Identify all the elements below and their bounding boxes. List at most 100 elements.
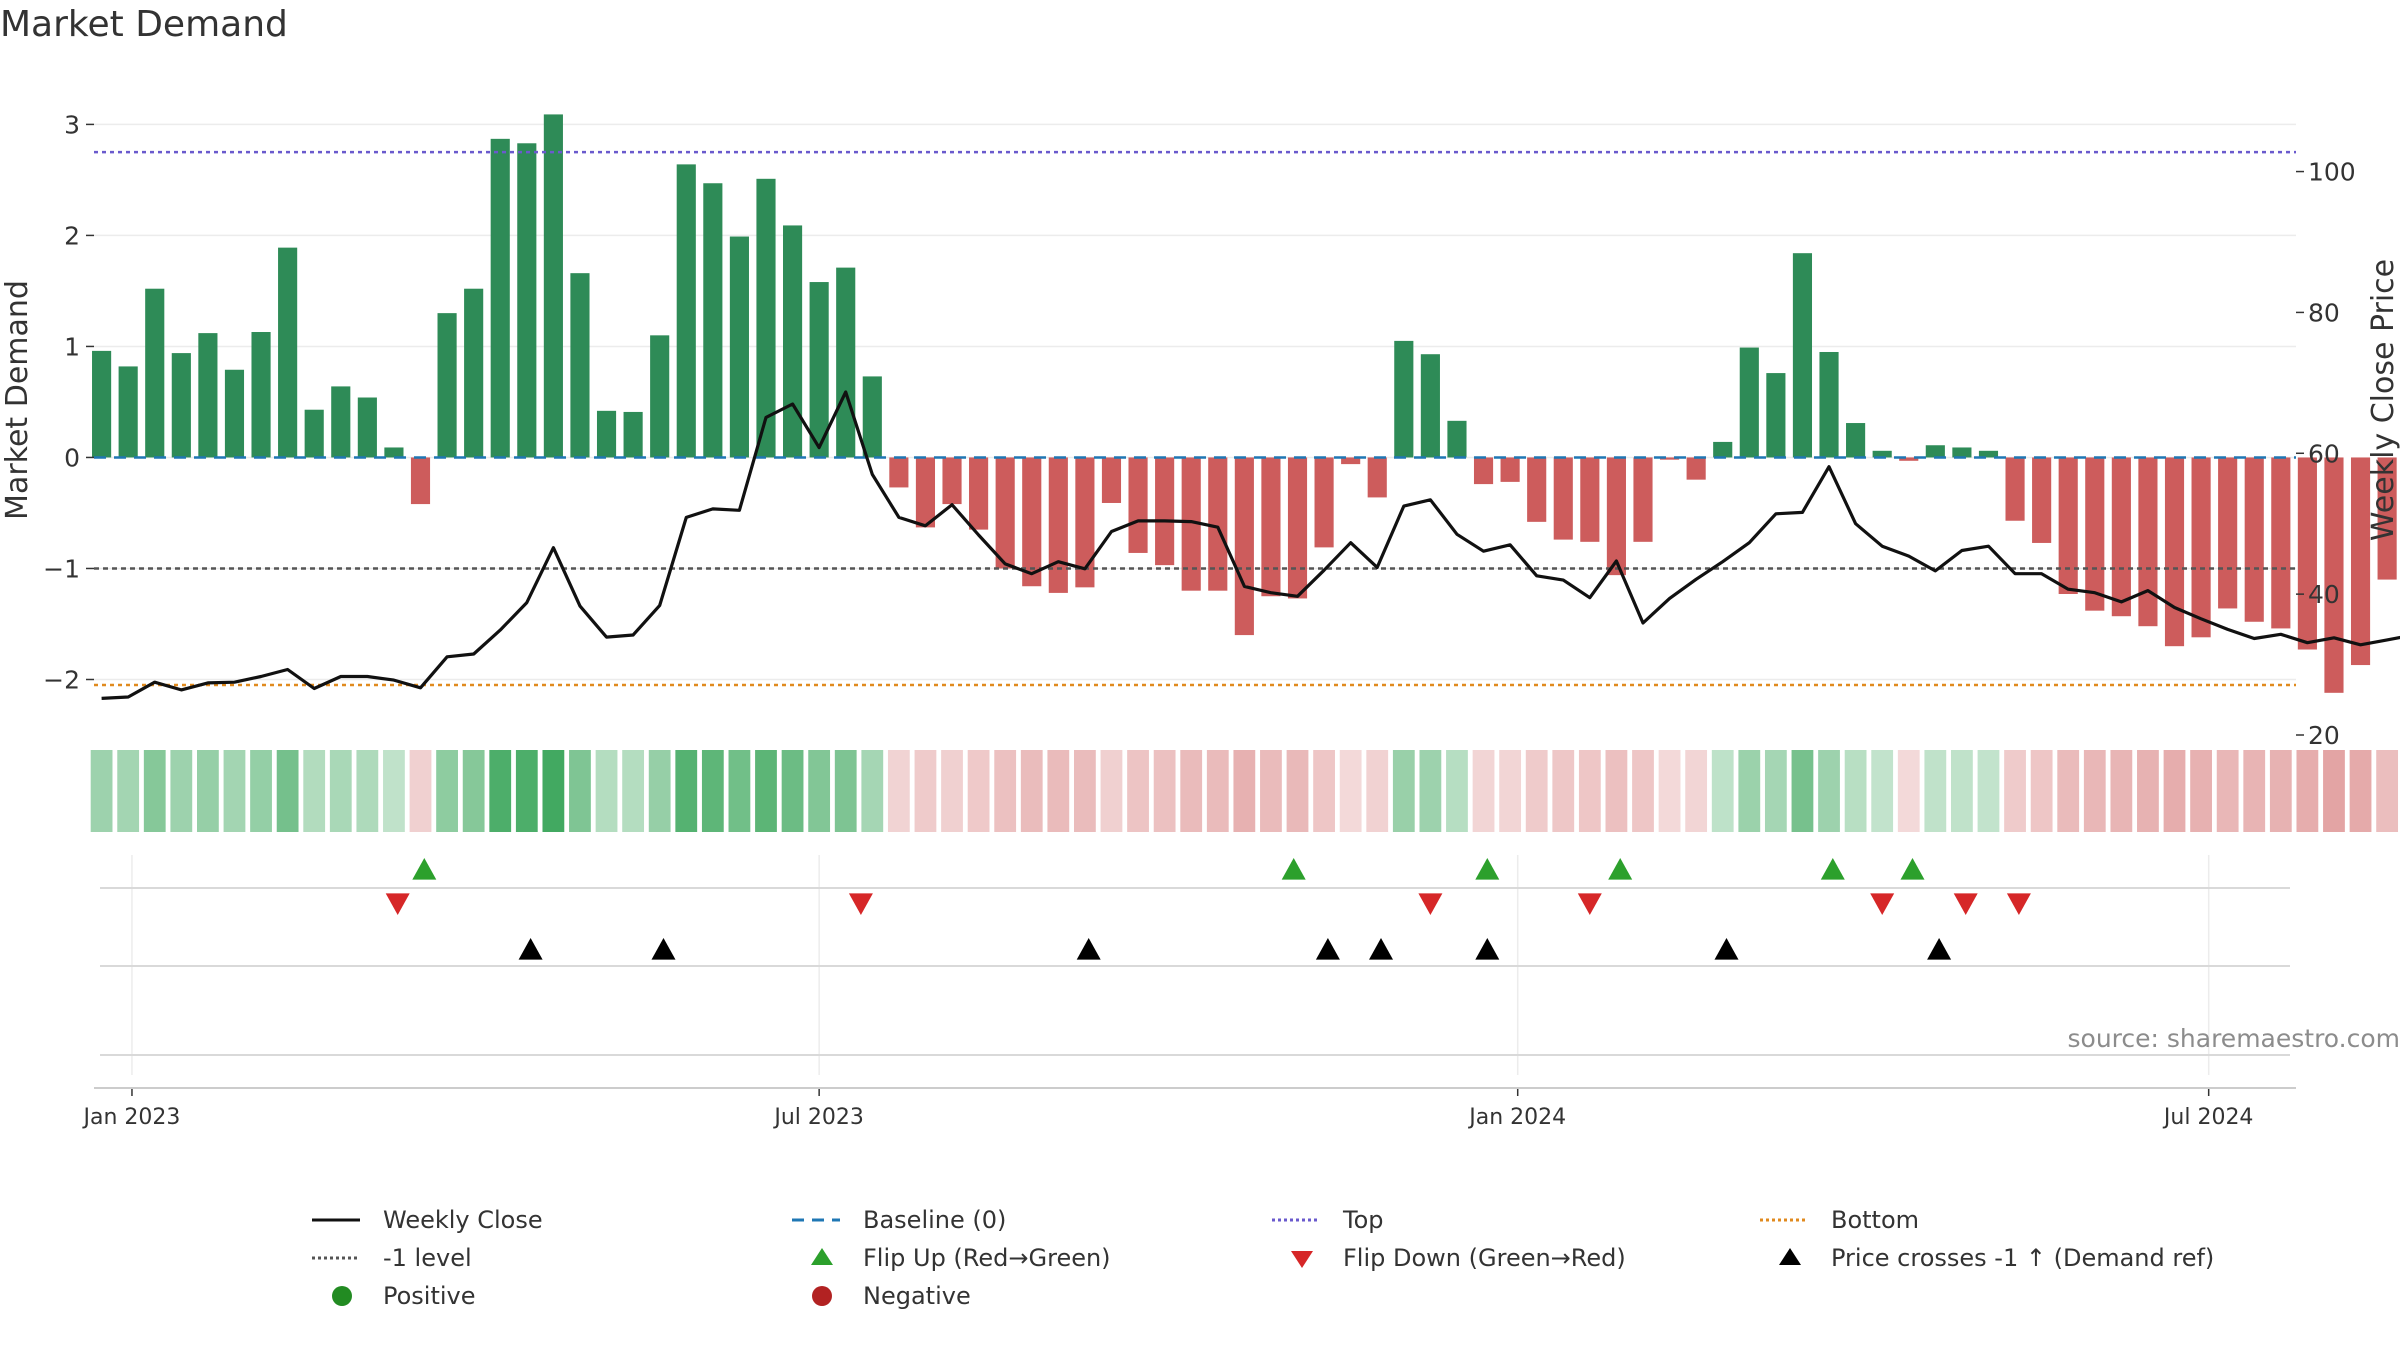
demand-strip-cell	[1366, 750, 1388, 832]
flip-up-marker	[1475, 858, 1499, 880]
demand-bar	[172, 353, 191, 457]
demand-strip-cell	[1101, 750, 1123, 832]
price-cross-marker	[1077, 938, 1101, 960]
demand-strip-cell	[941, 750, 963, 832]
demand-bar	[2112, 457, 2131, 616]
demand-strip-cell	[91, 750, 113, 832]
demand-bar	[624, 412, 643, 458]
demand-strip-cell	[1579, 750, 1601, 832]
demand-bar	[2032, 457, 2051, 542]
demand-bar	[198, 333, 217, 457]
demand-bar	[1315, 457, 1334, 547]
demand-strip-cell	[1499, 750, 1521, 832]
x-tick-label: Jan 2023	[82, 1105, 181, 1130]
demand-bar	[438, 313, 457, 457]
demand-bar	[464, 289, 483, 458]
demand-strip-cell	[596, 750, 618, 832]
demand-bar	[358, 398, 377, 458]
y-tick-label: 1	[64, 332, 80, 361]
demand-strip-cell	[1818, 750, 1840, 832]
y2-tick-label: 60	[2308, 439, 2340, 468]
demand-strip-cell	[1712, 750, 1734, 832]
demand-strip-cell	[2084, 750, 2106, 832]
legend-label: Baseline (0)	[863, 1205, 1006, 1235]
demand-bar	[916, 457, 935, 527]
demand-bar	[411, 457, 430, 504]
y-tick-label: 0	[64, 443, 80, 472]
demand-strip-cell	[1393, 750, 1415, 832]
reference-lines	[94, 152, 2296, 685]
demand-strip-cell	[649, 750, 671, 832]
demand-bar	[1793, 253, 1812, 457]
demand-strip-cell	[622, 750, 644, 832]
demand-strip-cell	[1260, 750, 1282, 832]
market-demand-chart: −2−1012320406080100Market Demand Weekly C…	[0, 0, 2400, 1350]
demand-strip-cell	[1951, 750, 1973, 832]
demand-bar	[1580, 457, 1599, 541]
demand-bar	[92, 351, 111, 458]
demand-strip-cell	[1207, 750, 1229, 832]
demand-bar	[119, 366, 138, 457]
demand-bar	[2005, 457, 2024, 520]
demand-strip-cell	[2004, 750, 2026, 832]
demand-bar	[703, 183, 722, 457]
demand-bar	[2192, 457, 2211, 637]
demand-strip-cell	[2164, 750, 2186, 832]
demand-strip-cell	[915, 750, 937, 832]
x-tick-label: Jul 2023	[772, 1105, 864, 1130]
demand-bar	[1687, 457, 1706, 479]
demand-bar	[1846, 423, 1865, 457]
demand-strip-cell	[2217, 750, 2239, 832]
demand-bar	[1713, 442, 1732, 458]
demand-bar	[1501, 457, 1520, 481]
legend-label: Price crosses -1 ↑ (Demand ref)	[1831, 1243, 2214, 1273]
demand-bar	[1208, 457, 1227, 590]
demand-strip-cell	[224, 750, 246, 832]
demand-bar	[1261, 457, 1280, 596]
solid-line-icon	[300, 1205, 360, 1235]
y-tick-label: 2	[64, 221, 80, 250]
flip-up-marker	[412, 858, 436, 880]
demand-strip-cell	[702, 750, 724, 832]
triangle-up-icon	[1748, 1243, 1808, 1273]
demand-strip-cell	[888, 750, 910, 832]
dotted-line-icon	[1748, 1205, 1808, 1235]
demand-strip-cell	[1021, 750, 1043, 832]
demand-bar	[145, 289, 164, 458]
flip-down-marker	[849, 893, 873, 915]
demand-bar	[1022, 457, 1041, 586]
demand-strip-cell	[144, 750, 166, 832]
demand-bar	[1633, 457, 1652, 541]
demand-strip-cell	[1898, 750, 1920, 832]
y2-tick-label: 100	[2308, 158, 2356, 187]
demand-strip-cell	[383, 750, 405, 832]
flip-up-marker	[1282, 858, 1306, 880]
demand-bar	[1447, 421, 1466, 458]
demand-strip-cell	[1659, 750, 1681, 832]
demand-bar	[1952, 447, 1971, 457]
demand-strip-cell	[303, 750, 325, 832]
demand-strip-cell	[835, 750, 857, 832]
price-cross-marker	[1475, 938, 1499, 960]
legend-label: Flip Up (Red→Green)	[863, 1243, 1111, 1273]
demand-strip-cell	[277, 750, 299, 832]
demand-bar	[2059, 457, 2078, 594]
demand-bar	[2324, 457, 2343, 692]
flip-down-marker	[2007, 893, 2031, 915]
demand-bar	[2245, 457, 2264, 621]
demand-bar	[1288, 457, 1307, 598]
x-tick-label: Jan 2024	[1467, 1105, 1566, 1130]
dotted-line-icon	[1260, 1205, 1320, 1235]
y2-tick-label: 80	[2308, 298, 2340, 327]
axes: −2 −1 0 1 2 3 20 40 60 80 100 Market Demand Weekly C…	[0, 110, 2400, 1130]
dashed-line-icon	[780, 1205, 840, 1235]
legend-label: Negative	[863, 1281, 971, 1311]
demand-strip-cell	[1047, 750, 1069, 832]
demand-bar	[1049, 457, 1068, 592]
y-tick-label: 3	[64, 110, 80, 139]
demand-bar	[278, 248, 297, 458]
demand-strip	[91, 750, 2400, 832]
demand-bar	[2271, 457, 2290, 628]
legend-label: Bottom	[1831, 1205, 1919, 1235]
demand-strip-cell	[1871, 750, 1893, 832]
